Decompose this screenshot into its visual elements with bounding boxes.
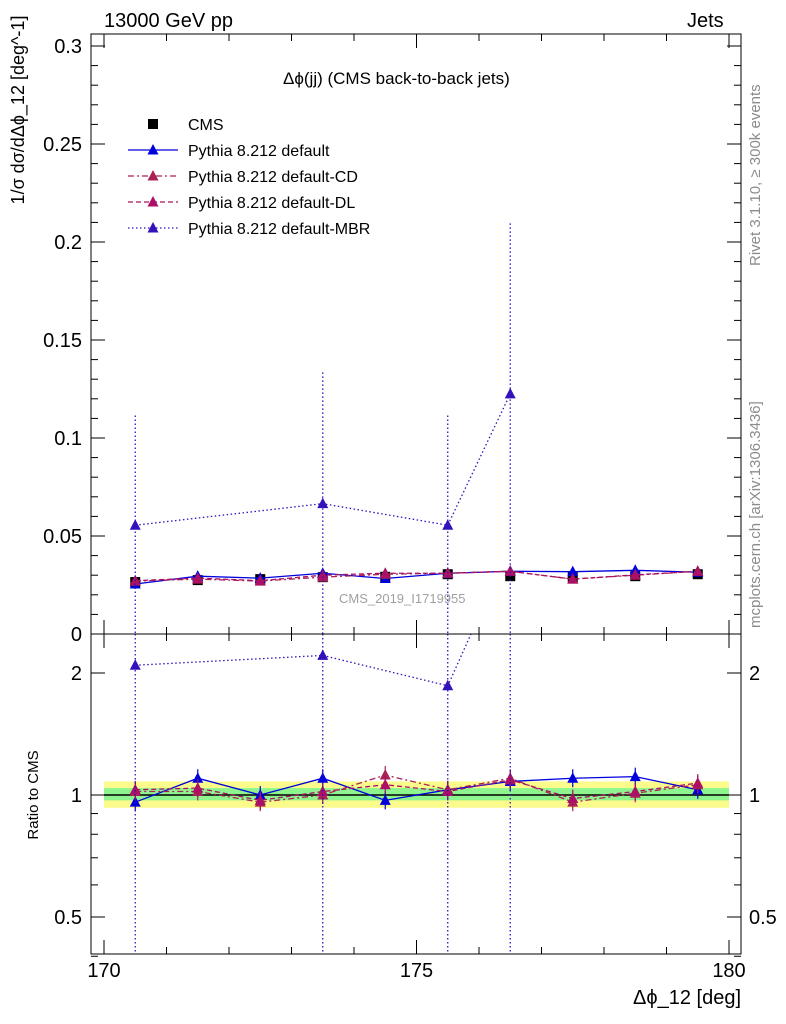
ratio-tick-label: 0.5: [749, 907, 777, 929]
pythia-8-212-default-dl-ratio-point: [129, 783, 141, 795]
pythia-8-212-default-line: [135, 569, 698, 585]
legend-label-pythia-8-212-default-dl: Pythia 8.212 default-DL: [188, 195, 355, 212]
ratio-axis-label: Ratio to CMS: [25, 750, 42, 839]
rivet-label: Rivet 3.1.10, ≥ 300k events: [747, 84, 764, 266]
mcplots-label: mcplots.cern.ch [arXiv:1306.3436]: [747, 401, 764, 628]
pythia-8-212-default-dl-point: [379, 567, 391, 578]
x-axis-label: Δϕ_12 [deg]: [633, 987, 741, 1009]
legend-marker-pythia-8-212-default-cd: [147, 170, 159, 181]
energy-label: 13000 GeV pp: [104, 10, 233, 32]
legend-label-pythia-8-212-default-cd: Pythia 8.212 default-CD: [188, 169, 358, 186]
y-tick-label: 0.25: [43, 134, 82, 156]
pythia-8-212-default-mbr-ratio-point: [129, 659, 141, 670]
legend-marker-pythia-8-212-default: [147, 144, 159, 155]
ratio-tick-label: 2: [749, 663, 760, 685]
category-label: Jets: [687, 10, 724, 32]
y-tick-label: 0.05: [43, 526, 82, 548]
legend-label-pythia-8-212-default-mbr: Pythia 8.212 default-MBR: [188, 221, 370, 238]
x-tick-label: 180: [712, 960, 745, 982]
pythia-8-212-default-dl-ratio-point: [692, 777, 704, 788]
y-tick-label: 0: [71, 624, 82, 646]
chart-title: Δϕ(jj) (CMS back-to-back jets): [283, 69, 510, 88]
pythia-8-212-default-dl-point: [317, 569, 329, 580]
pythia-8-212-default-dl-ratio-point: [629, 785, 641, 797]
ratio-tick-label: 0.5: [54, 907, 82, 929]
pythia-8-212-default-dl-point: [254, 574, 266, 586]
legend-marker-pythia-8-212-default-dl: [147, 196, 159, 207]
y-tick-label: 0.3: [54, 36, 82, 58]
x-tick-label: 170: [87, 960, 120, 982]
legend-label-cms: CMS: [188, 117, 224, 134]
main-panel: [129, 223, 704, 634]
pythia-8-212-default-dl-point: [567, 573, 579, 584]
pythia-8-212-default-mbr-point: [442, 519, 454, 530]
pythia-8-212-default-mbr-ratio-line: [135, 634, 472, 687]
pythia-8-212-default-ratio-line: [135, 775, 698, 803]
pythia-8-212-default-dl-ratio-point: [379, 778, 391, 790]
pythia-8-212-default-point: [567, 565, 579, 577]
pythia-8-212-default-ratio-point: [629, 770, 641, 782]
legend-marker-pythia-8-212-default-mbr: [147, 222, 159, 233]
pythia-8-212-default-dl-point: [692, 565, 704, 576]
pythia-8-212-default-dl-ratio-point: [567, 792, 579, 804]
pythia-8-212-default-cd-ratio-point: [379, 769, 391, 780]
pythia-8-212-default-dl-ratio-line: [135, 779, 698, 802]
pythia-8-212-default-dl-point: [504, 565, 516, 576]
pythia-8-212-default-mbr-point: [129, 519, 141, 530]
legend-label-pythia-8-212-default: Pythia 8.212 default: [188, 143, 330, 160]
pythia-8-212-default-dl-line: [135, 570, 698, 582]
ratio-panel: [104, 541, 729, 954]
pythia-8-212-default-mbr-point: [504, 387, 516, 399]
pythia-8-212-default-mbr-ratio-point: [505, 541, 516, 552]
y-tick-label: 0.1: [54, 428, 82, 450]
pythia-8-212-default-mbr-ratio-point: [442, 679, 454, 691]
pythia-8-212-default-ratio-point: [567, 772, 579, 783]
pythia-8-212-default-dl-point: [192, 572, 204, 583]
watermark: CMS_2019_I1719955: [339, 591, 466, 606]
pythia-8-212-default-cd-ratio-line: [135, 774, 698, 803]
pythia-8-212-default-mbr-line: [135, 393, 511, 526]
legend: CMS Pythia 8.212 default Pythia 8.212 defa…: [128, 117, 370, 238]
pythia-8-212-default-mbr-ratio-point: [317, 649, 329, 660]
pythia-8-212-default-dl-ratio-point: [254, 794, 266, 805]
pythia-8-212-default-ratio-point: [129, 796, 141, 807]
pythia-8-212-default-dl-point: [629, 568, 641, 580]
legend-marker-cms: [148, 119, 158, 129]
pythia-8-212-default-ratio-point: [192, 772, 204, 783]
ratio-tick-label: 1: [71, 785, 82, 807]
pythia-8-212-default-dl-ratio-point: [192, 782, 204, 793]
pythia-8-212-default-ratio-point: [317, 772, 329, 783]
axes: 170 175 180 0.3 0.25 0.2 0.15 0.1 0.05 0 2 2 1 1 0.5 0.…: [8, 16, 777, 1009]
ratio-tick-label: 2: [71, 663, 82, 685]
y-axis-label: 1/σ dσ/dΔϕ_12 [deg^-1]: [8, 16, 29, 205]
pythia-8-212-default-mbr-point: [317, 497, 329, 509]
pythia-8-212-default-ratio-point: [379, 794, 391, 805]
x-tick-label: 175: [400, 960, 433, 982]
y-tick-label: 0.2: [54, 232, 82, 254]
ratio-tick-label: 1: [749, 785, 760, 807]
y-tick-label: 0.15: [43, 330, 82, 352]
